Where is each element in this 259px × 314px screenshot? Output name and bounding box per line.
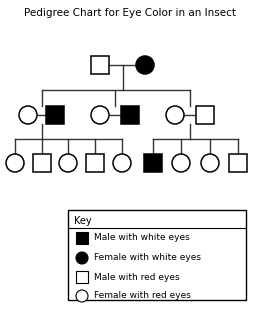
Circle shape bbox=[136, 56, 154, 74]
Circle shape bbox=[91, 106, 109, 124]
Text: Male with red eyes: Male with red eyes bbox=[94, 273, 180, 281]
Circle shape bbox=[6, 154, 24, 172]
Circle shape bbox=[172, 154, 190, 172]
Bar bbox=[76, 271, 88, 283]
Bar bbox=[91, 56, 109, 74]
Bar bbox=[33, 154, 51, 172]
Bar bbox=[76, 232, 88, 244]
Circle shape bbox=[166, 106, 184, 124]
Bar bbox=[86, 154, 104, 172]
Bar bbox=[144, 154, 162, 172]
Text: Female with red eyes: Female with red eyes bbox=[94, 291, 191, 300]
Circle shape bbox=[201, 154, 219, 172]
Text: Key: Key bbox=[74, 216, 92, 226]
Circle shape bbox=[19, 106, 37, 124]
Bar bbox=[229, 154, 247, 172]
Circle shape bbox=[76, 252, 88, 264]
Circle shape bbox=[76, 290, 88, 302]
Circle shape bbox=[113, 154, 131, 172]
Bar bbox=[121, 106, 139, 124]
Circle shape bbox=[59, 154, 77, 172]
Bar bbox=[196, 106, 214, 124]
Text: Female with white eyes: Female with white eyes bbox=[94, 253, 201, 263]
Text: Pedigree Chart for Eye Color in an Insect: Pedigree Chart for Eye Color in an Insec… bbox=[24, 8, 235, 18]
Bar bbox=[68, 210, 246, 300]
Text: Male with white eyes: Male with white eyes bbox=[94, 234, 190, 242]
Bar bbox=[46, 106, 64, 124]
